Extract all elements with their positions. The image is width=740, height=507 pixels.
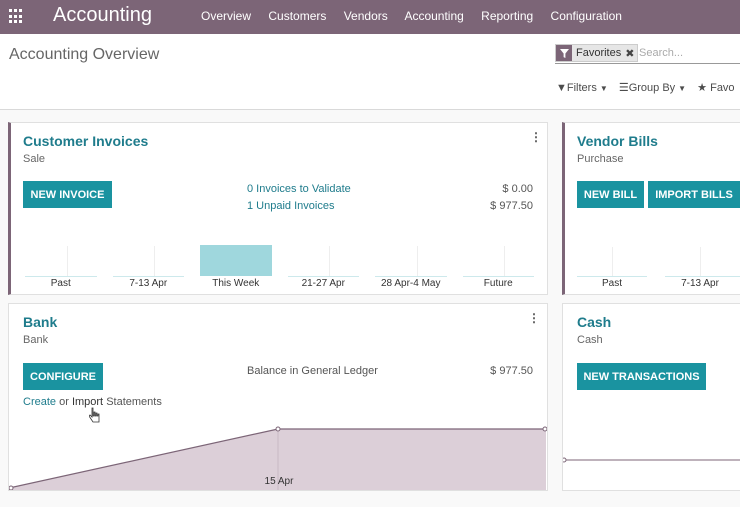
search-facet: Favorites ✖ [555,44,639,62]
control-panel: Accounting Overview Favorites ✖ ▼Filters… [0,34,740,110]
statements-actions: Create or Import Statements [23,396,162,408]
card-subtitle: Bank [23,334,49,346]
chart-point [542,426,547,432]
chart-point [275,426,281,432]
menu-vendors[interactable]: Vendors [343,9,388,23]
menu-configuration[interactable]: Configuration [550,9,622,23]
bank-area-chart[interactable] [9,424,547,490]
import-bills-button[interactable]: IMPORT BILLS [648,181,740,208]
new-bill-button[interactable]: NEW BILL [577,181,644,208]
card-title[interactable]: Customer Invoices [23,133,149,149]
chart-gridline [612,247,613,277]
favorites-dropdown[interactable]: ★ Favo [697,82,734,94]
filters-label: Filters [566,82,597,94]
pointer-cursor-icon [88,407,101,428]
chart-bar[interactable] [462,276,534,277]
chart-tick-label: Future [483,278,513,289]
balance-label: Balance in General Ledger [247,365,378,377]
apps-menu-icon[interactable] [9,9,24,24]
create-statement-link[interactable]: Create [23,396,57,408]
import-statement-link[interactable]: Import [71,396,104,408]
page-title: Accounting Overview [9,46,160,63]
chart-point [563,457,567,463]
facet-remove-icon[interactable]: ✖ [625,47,635,60]
menu-overview[interactable]: Overview [201,9,252,23]
app-brand[interactable]: Accounting [53,4,152,26]
unpaid-invoices-link[interactable]: 1 Unpaid Invoices [247,200,335,212]
chart-tick-label: 21-27 Apr [301,278,345,289]
caret-down-icon: ▼ [599,84,608,93]
card-subtitle: Cash [577,334,603,346]
filter-icon [556,45,572,61]
menu-accounting[interactable]: Accounting [404,9,464,23]
new-transactions-button[interactable]: NEW TRANSACTIONS [577,363,706,390]
menu-customers[interactable]: Customers [268,9,327,23]
favorites-label: Favo [710,82,735,94]
or-text: or [59,396,69,408]
chart-tick-label: 7-13 Apr [129,278,168,289]
groupby-label: Group By [628,82,676,94]
kebab-menu-icon[interactable]: ⋮ [530,130,542,144]
cash-card: Cash Cash NEW TRANSACTIONS [562,303,740,491]
star-icon: ★ [697,82,708,94]
balance-amount: $ 977.50 [490,365,533,377]
search-options: ▼Filters ▼ ☰Group By ▼ ★ Favo [556,81,740,94]
chart-bar[interactable] [200,245,272,276]
card-title[interactable]: Bank [23,314,58,330]
chart-tick-label: 28 Apr-4 May [381,278,441,289]
chart-gridline [154,246,156,276]
filters-dropdown[interactable]: ▼Filters ▼ [556,82,611,94]
chart-bar[interactable] [375,276,447,277]
chart-tick-label: 15 Apr [264,476,294,487]
top-navbar: Accounting Overview Customers Vendors Ac… [0,0,740,34]
card-subtitle: Sale [23,153,46,165]
menu-reporting[interactable]: Reporting [481,9,534,23]
vendor-bills-card: Vendor Bills Purchase NEW BILL IMPORT BI… [562,122,740,295]
card-title[interactable]: Cash [577,314,612,330]
unpaid-amount: $ 977.50 [490,200,533,212]
chart-gridline [329,246,331,276]
cash-line-chart[interactable] [563,450,740,470]
chart-gridline [700,247,701,277]
groupby-dropdown[interactable]: ☰Group By ▼ [619,82,689,94]
chart-tick-label: This Week [212,278,260,289]
chart-gridline [66,246,68,276]
card-subtitle: Purchase [577,153,624,165]
kebab-menu-icon[interactable]: ⋮ [528,311,540,325]
card-title[interactable]: Vendor Bills [577,133,658,149]
customer-invoices-card: Customer Invoices Sale ⋮ NEW INVOICE 0 I… [8,122,548,295]
search-bar: Favorites ✖ [555,44,740,64]
main-menu: Overview Customers Vendors Accounting Re… [201,9,636,23]
configure-button[interactable]: CONFIGURE [23,363,103,390]
search-input[interactable] [639,45,739,61]
bank-card: Bank Bank ⋮ CONFIGURE Balance in General… [8,303,548,491]
facet-label: Favorites [576,47,622,59]
chart-bar[interactable] [112,276,184,277]
chart-gridline [504,246,506,276]
new-invoice-button[interactable]: NEW INVOICE [23,181,112,208]
chart-point [9,485,14,490]
chart-bar[interactable] [287,276,359,277]
chart-bar[interactable] [25,276,97,277]
caret-down-icon: ▼ [678,84,687,93]
filter-icon: ▼ [556,82,567,94]
chart-bar[interactable] [577,276,647,277]
chart-gridline [416,246,418,276]
chart-bar[interactable] [665,276,740,277]
chart-tick-label: 7-13 Apr [681,278,719,289]
to-validate-amount: $ 0.00 [502,183,533,195]
statements-text: Statements [106,396,162,408]
invoices-to-validate-link[interactable]: 0 Invoices to Validate [247,183,351,195]
chart-tick-label: Past [601,278,622,289]
list-icon: ☰ [618,82,629,94]
chart-tick-label: Past [50,278,71,289]
